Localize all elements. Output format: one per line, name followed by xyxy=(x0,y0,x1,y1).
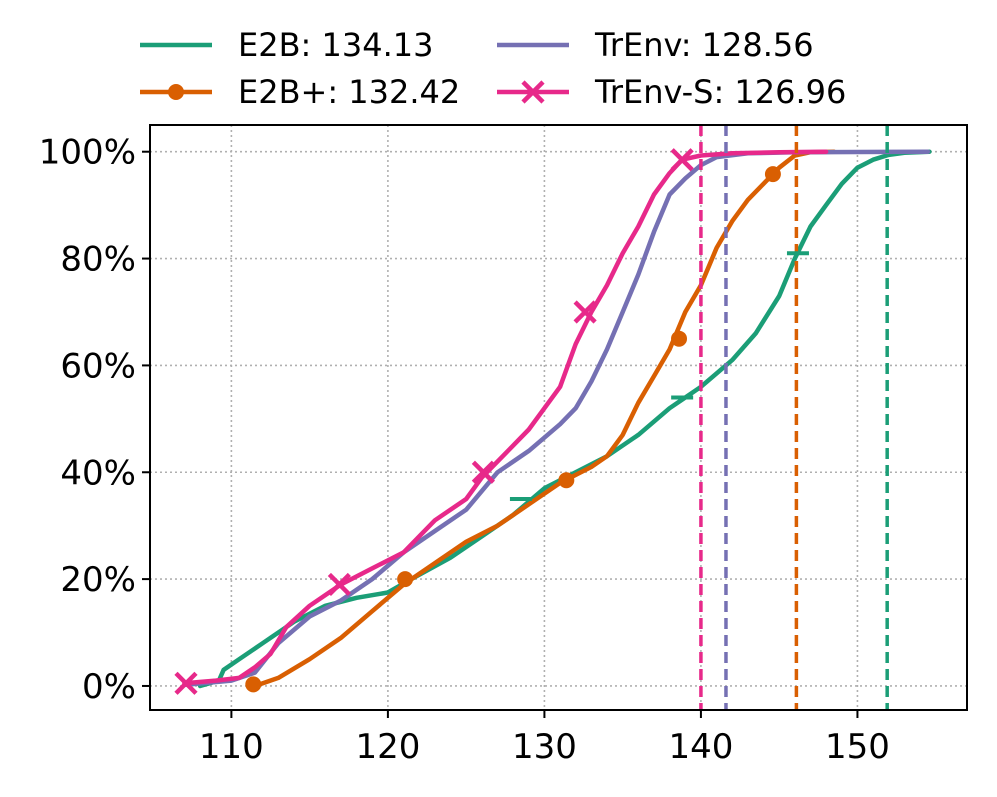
marker-trenv-s-4 xyxy=(670,148,694,172)
y-tick-label-4: 80% xyxy=(60,240,136,280)
legend-label-e2b: E2B: 134.13 xyxy=(238,26,433,64)
marker-trenv-s-0-stroke-b xyxy=(174,671,198,695)
marker-e2b-plus-2 xyxy=(558,472,575,489)
legend-label-trenv: TrEnv: 128.56 xyxy=(594,26,814,64)
y-tick-label-2: 40% xyxy=(60,453,136,493)
marker-trenv-s-2-stroke-b xyxy=(471,460,495,484)
y-tick-label-5: 100% xyxy=(39,133,136,173)
legend-marker-trenv-s xyxy=(521,80,545,104)
series-line-trenv xyxy=(182,149,931,688)
marker-e2b-plus-1 xyxy=(397,571,414,588)
x-tick-label-2: 130 xyxy=(512,727,577,767)
y-axis: 0% 20% 40% 60% 80% 100% xyxy=(39,133,150,707)
marker-trenv-s-4-stroke-b xyxy=(670,148,694,172)
marker-trenv-s-0 xyxy=(174,671,198,695)
legend: E2B: 134.13 E2B+: 132.42 TrEnv: 128.56 TrEn… xyxy=(140,26,846,111)
x-tick-label-1: 120 xyxy=(355,727,420,767)
legend-label-e2b-plus: E2B+: 132.42 xyxy=(238,73,460,111)
marker-e2b-plus-0 xyxy=(245,676,262,693)
y-tick-label-0: 0% xyxy=(82,667,136,707)
legend-label-trenv-s: TrEnv-S: 126.96 xyxy=(594,73,846,111)
y-tick-label-1: 20% xyxy=(60,560,136,600)
series-line-e2b xyxy=(197,149,932,689)
marker-trenv-s-1 xyxy=(327,572,351,597)
plot-frame xyxy=(149,124,968,711)
x-tick-label-3: 140 xyxy=(668,727,733,767)
series-layer xyxy=(182,149,932,689)
marker-trenv-s-3 xyxy=(573,300,597,324)
grid xyxy=(150,125,967,710)
marker-trenv-s-1-stroke-b xyxy=(327,572,351,597)
marker-e2b-plus-4 xyxy=(764,166,781,183)
y-tick-label-3: 60% xyxy=(60,346,136,386)
series-markers xyxy=(174,148,809,695)
x-tick-label-4: 150 xyxy=(825,727,890,767)
x-tick-label-0: 110 xyxy=(199,727,264,767)
x-axis: 110 120 130 140 150 xyxy=(199,710,890,767)
marker-e2b-plus-3 xyxy=(671,330,688,347)
series-line-e2b-plus xyxy=(252,149,837,689)
reference-lines xyxy=(699,125,889,710)
legend-marker-trenv-s-stroke-b xyxy=(521,80,545,104)
marker-trenv-s-2 xyxy=(471,460,495,484)
marker-trenv-s-3-stroke-b xyxy=(573,300,597,324)
legend-marker-e2b-plus xyxy=(168,84,184,100)
